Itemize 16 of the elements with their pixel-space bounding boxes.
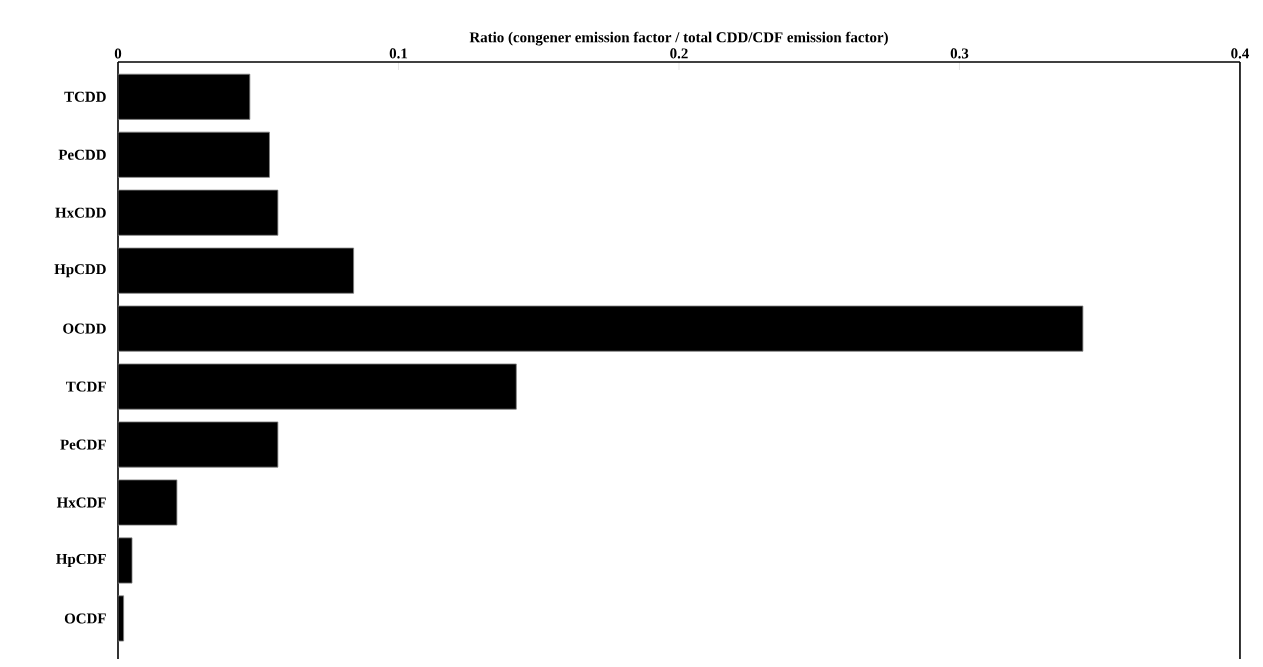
x-tick-label: 0.1 bbox=[389, 48, 408, 59]
y-tick-label: OCDF bbox=[64, 613, 106, 624]
x-tick-label: 0.4 bbox=[1231, 48, 1250, 59]
y-tick-label: TCDF bbox=[66, 381, 106, 392]
y-tick-label: PeCDF bbox=[60, 439, 106, 450]
y-tick-label: TCDD bbox=[64, 91, 106, 102]
x-tick-label: 0.3 bbox=[950, 48, 969, 59]
y-tick-label: PeCDD bbox=[58, 149, 106, 160]
x-axis-title: Ratio (congener emission factor / total CDD/CDF emission factor) bbox=[469, 31, 888, 46]
y-tick-label: HxCDF bbox=[56, 497, 106, 508]
y-tick-label: HpCDF bbox=[56, 553, 106, 568]
x-tick-label: 0 bbox=[114, 48, 122, 59]
y-tick-label: HxCDD bbox=[55, 207, 106, 218]
y-tick-label: HpCDD bbox=[54, 264, 106, 278]
x-tick-label: 0.2 bbox=[670, 48, 688, 59]
y-tick-label: OCDD bbox=[63, 323, 106, 334]
